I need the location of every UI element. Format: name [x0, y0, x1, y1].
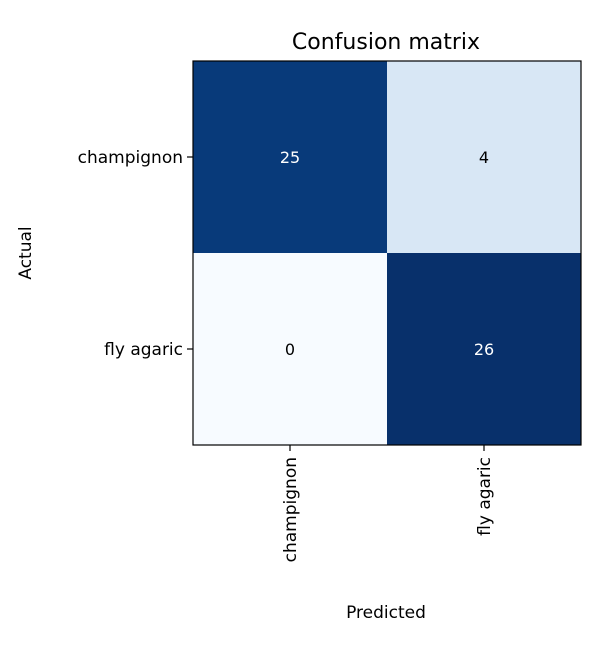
y-tick-label: champignon [78, 148, 183, 168]
y-axis-ticks: champignon fly agaric [78, 148, 193, 360]
x-axis-label: Predicted [346, 603, 426, 623]
cell-value-label: 4 [479, 148, 489, 167]
chart-title: Confusion matrix [292, 30, 480, 55]
heatmap-cell [193, 253, 387, 445]
x-axis-ticks: champignon fly agaric [281, 445, 495, 562]
cell-value-label: 25 [280, 148, 300, 167]
cell-value-label: 26 [474, 340, 494, 359]
heatmap-cell [387, 61, 581, 253]
y-tick-label: fly agaric [104, 340, 183, 360]
heatmap-cell-labels: 25 4 0 26 [280, 148, 494, 359]
heatmap-cells [193, 61, 581, 445]
x-tick-label: champignon [281, 457, 301, 562]
heatmap-cell [193, 61, 387, 253]
plot-frame [192, 60, 582, 446]
heatmap-cell [387, 253, 581, 445]
y-axis-label: Actual [16, 226, 36, 279]
cell-value-label: 0 [285, 340, 295, 359]
x-tick-label: fly agaric [475, 457, 495, 536]
